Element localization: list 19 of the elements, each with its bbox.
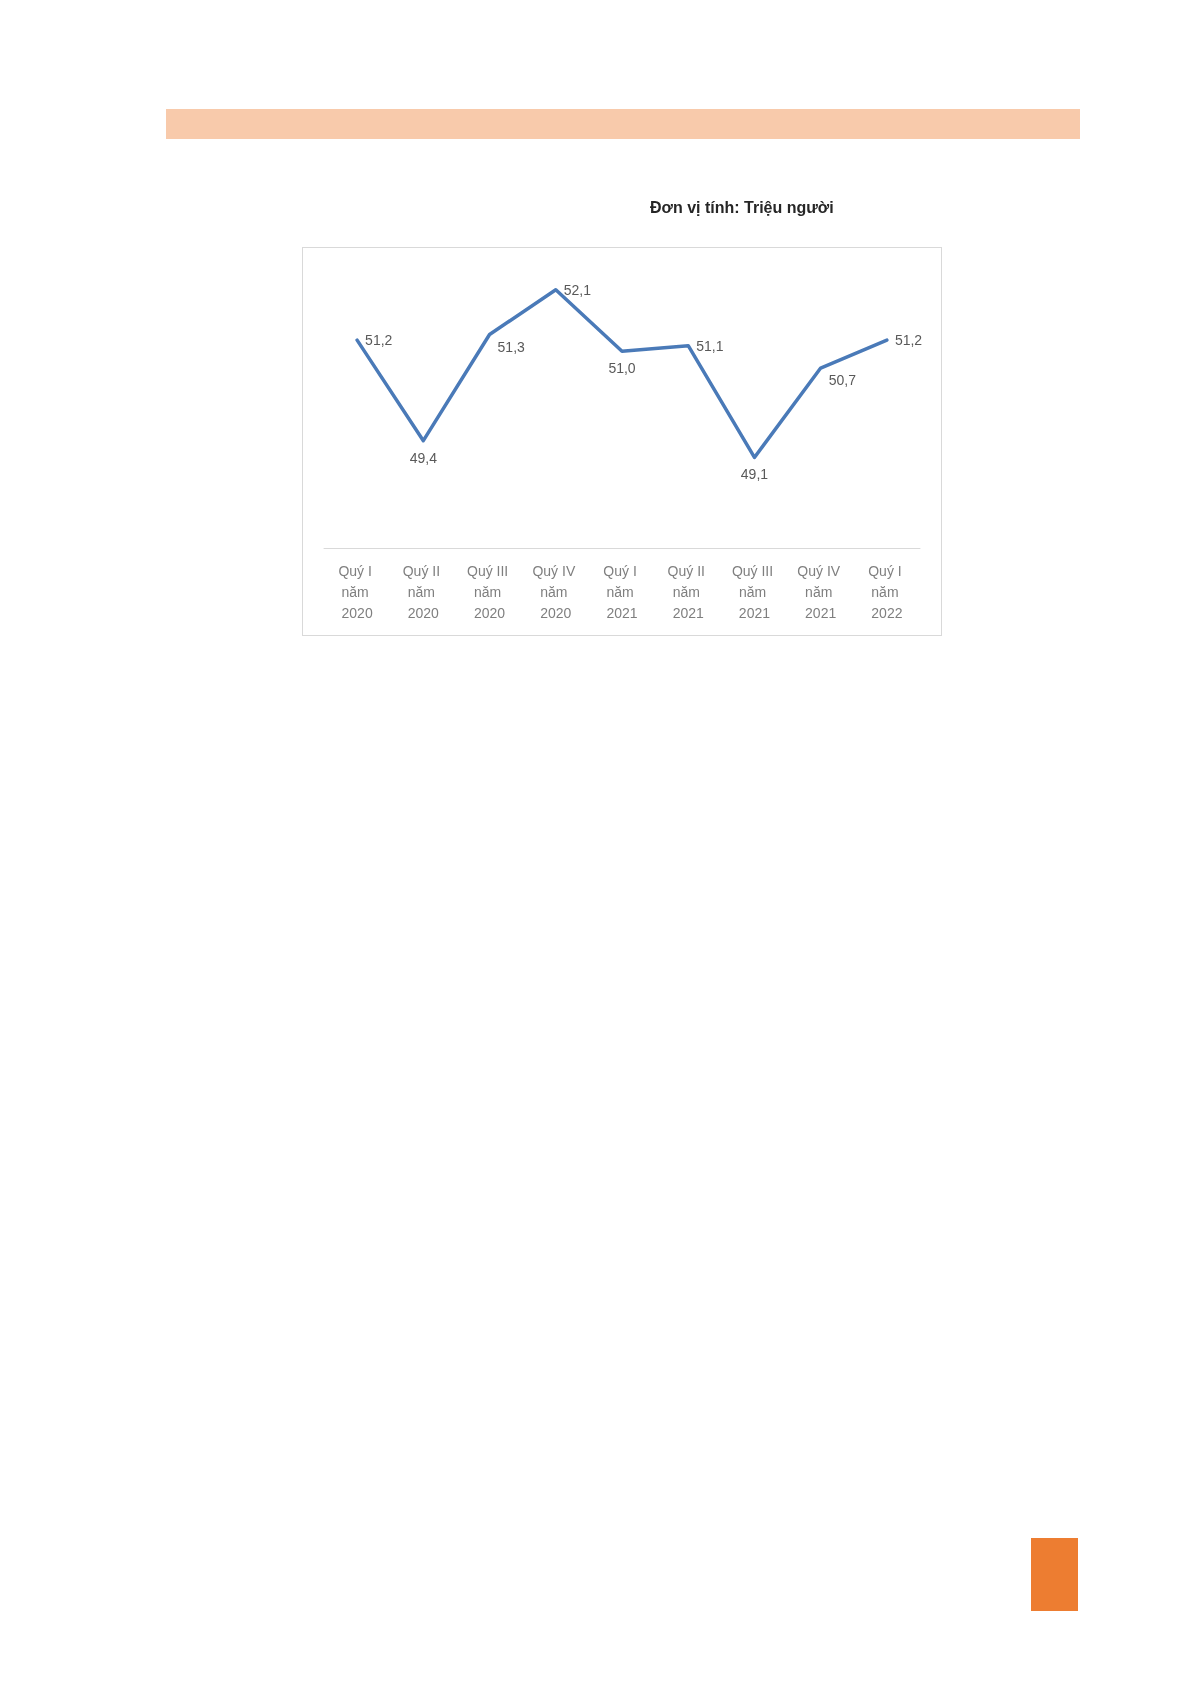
data-label: 50,7: [828, 372, 857, 389]
x-tick-label: Quý I năm 2020: [338, 562, 376, 621]
data-label: 51,2: [365, 332, 393, 349]
x-tick-label: Quý I năm 2021: [603, 562, 641, 621]
data-label: 51,2: [894, 332, 923, 349]
x-tick-label: Quý IV năm 2020: [532, 562, 580, 621]
text: Đơn vị tính: Triệu người: [650, 199, 834, 217]
data-label: 51,1: [696, 337, 724, 354]
x-tick-label: Quý III năm 2020: [466, 562, 513, 621]
x-tick-label: Quý IV năm 2021: [797, 562, 845, 621]
data-label: 49,1: [740, 466, 769, 483]
x-tick-label: Quý I năm 2022: [868, 562, 906, 621]
data-label: 51,0: [608, 360, 636, 377]
data-label: 49,4: [409, 449, 438, 466]
data-label: 52,1: [563, 281, 592, 298]
data-label: 51,3: [497, 338, 526, 355]
x-tick-label: Quý II năm 2021: [667, 562, 709, 621]
x-tick-label: Quý III năm 2021: [731, 562, 778, 621]
x-tick-label: Quý II năm 2020: [402, 562, 444, 621]
